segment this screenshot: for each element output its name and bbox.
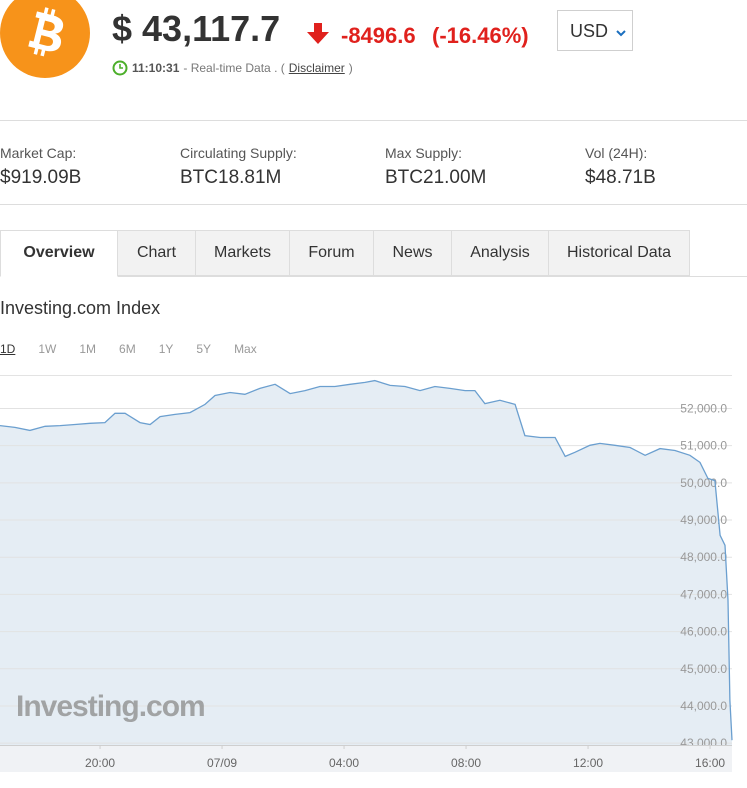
range-button[interactable]: 1Y [158, 342, 174, 356]
stat-value: $48.71B [585, 167, 656, 188]
stat-value: $919.09B [0, 167, 82, 188]
range-button[interactable]: 1D [0, 342, 16, 356]
tab-bar: Overview Chart Markets Forum News Analysis His… [0, 230, 747, 277]
y-tick-label: 45,000.0 [680, 662, 727, 676]
status: - Real-time Data . ( [183, 61, 285, 75]
stat: Vol (24H): $48.71B [585, 145, 656, 189]
x-tick-label: 16:00 [695, 756, 725, 770]
stat: Max Supply: BTC21.00M [385, 145, 486, 189]
y-tick-label: 47,000.0 [680, 587, 727, 601]
price-line [0, 379, 733, 741]
range-button[interactable]: Max [234, 342, 257, 356]
currency-label: USD [570, 21, 609, 41]
tab[interactable]: News [374, 230, 452, 276]
logo-b [28, 7, 64, 57]
range-button[interactable]: 6M [119, 342, 136, 356]
x-tick-label: 08:00 [451, 756, 481, 770]
y-tick-label: 48,000.0 [680, 550, 727, 564]
x-tick-label: 12:00 [573, 756, 603, 770]
stat-label: Vol (24H): [585, 145, 648, 161]
x-tick-label: 20:00 [85, 756, 115, 770]
price-change: -8496.6 [341, 23, 416, 48]
stat: Market Cap: $919.09B [0, 145, 81, 189]
chart: 43,000.044,000.045,000.046,000.047,000.0… [0, 375, 733, 772]
tab[interactable]: Markets [196, 230, 290, 276]
range-button[interactable]: 1W [38, 342, 57, 356]
x-tick-label: 07/09 [207, 756, 237, 770]
range-button[interactable]: 1M [79, 342, 97, 356]
time: 11:10:31 [132, 61, 180, 75]
area-fill [0, 380, 732, 745]
tab[interactable]: Forum [290, 230, 374, 276]
stat: Circulating Supply: BTC18.81M [180, 145, 297, 189]
bitcoin-logo [0, 0, 90, 78]
x-tick-label: 04:00 [329, 756, 359, 770]
chevron [616, 30, 626, 37]
down-arrow [307, 23, 329, 44]
chart-title: Investing.com Index [0, 298, 161, 318]
range-buttons: 1D 1W 1M 6M 1Y 5Y Max [0, 342, 280, 356]
watermark: Investing.com [16, 690, 205, 723]
y-tick-label: 50,000.0 [680, 476, 727, 490]
clock-icon [112, 60, 128, 76]
price: $ 43,117.7 [112, 8, 281, 49]
stat-label: Market Cap: [0, 145, 77, 161]
time-line: 11:10:31 - Real-time Data . ( Disclaimer… [112, 60, 353, 76]
tab[interactable]: Overview [0, 230, 118, 277]
stat-label: Max Supply: [385, 145, 463, 161]
y-tick-label: 52,000.0 [680, 401, 727, 415]
y-tick-label: 51,000.0 [680, 439, 727, 453]
logo-circle [0, 0, 90, 78]
close-paren: ) [348, 61, 353, 75]
price-change-percent: (-16.46%) [432, 23, 529, 48]
stat-value: BTC21.00M [385, 167, 487, 188]
y-tick-label: 44,000.0 [680, 699, 727, 713]
tab[interactable]: Chart [118, 230, 196, 276]
tab[interactable]: Historical Data [549, 230, 690, 276]
tab[interactable]: Analysis [452, 230, 549, 276]
disclaimer-link[interactable]: Disclaimer [288, 61, 345, 75]
stat-label: Circulating Supply: [180, 145, 297, 161]
range-button[interactable]: 5Y [196, 342, 212, 356]
stats-bar: Market Cap: $919.09B Circulating Supply: BT… [0, 120, 747, 205]
y-tick-label: 46,000.0 [680, 625, 727, 639]
y-tick-label: 49,000.0 [680, 513, 727, 527]
stat-value: BTC18.81M [180, 167, 282, 188]
x-axis-band [0, 745, 732, 772]
currency-select[interactable]: USD [557, 10, 633, 51]
